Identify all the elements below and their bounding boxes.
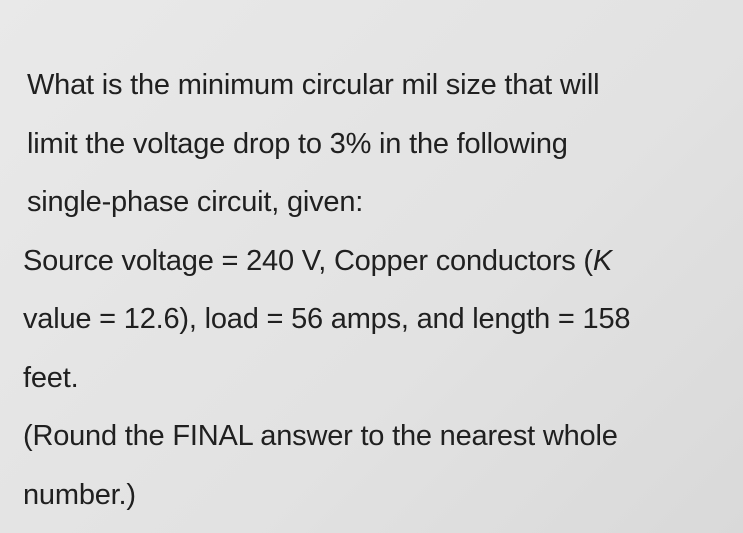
question-line: (Round the FINAL answer to the nearest w… xyxy=(23,420,618,452)
question-line: Source voltage = 240 V, Copper conductor… xyxy=(23,232,737,291)
line-text: Source voltage = 240 V, Copper conductor… xyxy=(23,244,593,277)
question-line: single-phase circuit, given: xyxy=(27,186,364,218)
question-line: limit the voltage drop to 3% in the foll… xyxy=(27,127,568,160)
question-line: value = 12.6), load = 56 amps, and lengt… xyxy=(23,303,631,335)
question-line: number.) xyxy=(23,478,136,511)
question-line: feet. xyxy=(23,361,79,394)
question: What is the minimum circular mil size th… xyxy=(23,56,737,524)
variable: K xyxy=(592,244,613,277)
question-line: What is the minimum circular mil size th… xyxy=(27,69,600,101)
